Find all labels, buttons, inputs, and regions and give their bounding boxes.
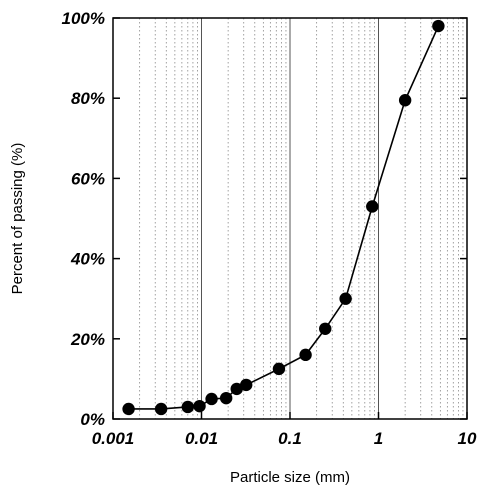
x-tick-label: 0.01 <box>185 429 218 448</box>
data-point <box>299 348 312 362</box>
data-point <box>366 200 379 213</box>
x-tick-label: 1 <box>374 429 383 448</box>
data-point <box>154 402 168 416</box>
data-point <box>193 399 206 413</box>
x-tick-label: 0.1 <box>278 429 302 448</box>
x-tick-label: 0.001 <box>92 429 135 448</box>
minor-gridlines <box>139 18 464 419</box>
y-tick-label: 80% <box>71 89 105 108</box>
y-axis-label: Percent of passing (%) <box>9 143 26 295</box>
data-point <box>398 94 412 107</box>
data-point <box>339 292 352 305</box>
data-point <box>219 391 233 405</box>
data-point <box>240 378 253 392</box>
y-axis-ticks: 0% 20% 40% 60% 80% 100% <box>62 9 467 429</box>
data-point <box>272 362 286 376</box>
y-tick-label: 60% <box>71 169 105 188</box>
y-tick-label: 0% <box>80 410 105 429</box>
y-tick-label: 20% <box>70 330 105 349</box>
data-point <box>122 402 135 416</box>
y-tick-label: 40% <box>70 250 105 269</box>
x-axis-ticks: 0.001 0.01 0.1 1 10 <box>92 412 477 448</box>
series-layer <box>122 19 445 416</box>
y-tick-label: 100% <box>62 9 105 28</box>
data-point <box>319 322 332 335</box>
data-point <box>205 392 218 406</box>
data-point <box>432 19 445 33</box>
major-gridlines <box>201 18 379 419</box>
data-point <box>230 382 243 396</box>
x-axis-label: Particle size (mm) <box>230 469 350 486</box>
x-tick-label: 10 <box>458 429 477 448</box>
data-point <box>181 400 194 414</box>
